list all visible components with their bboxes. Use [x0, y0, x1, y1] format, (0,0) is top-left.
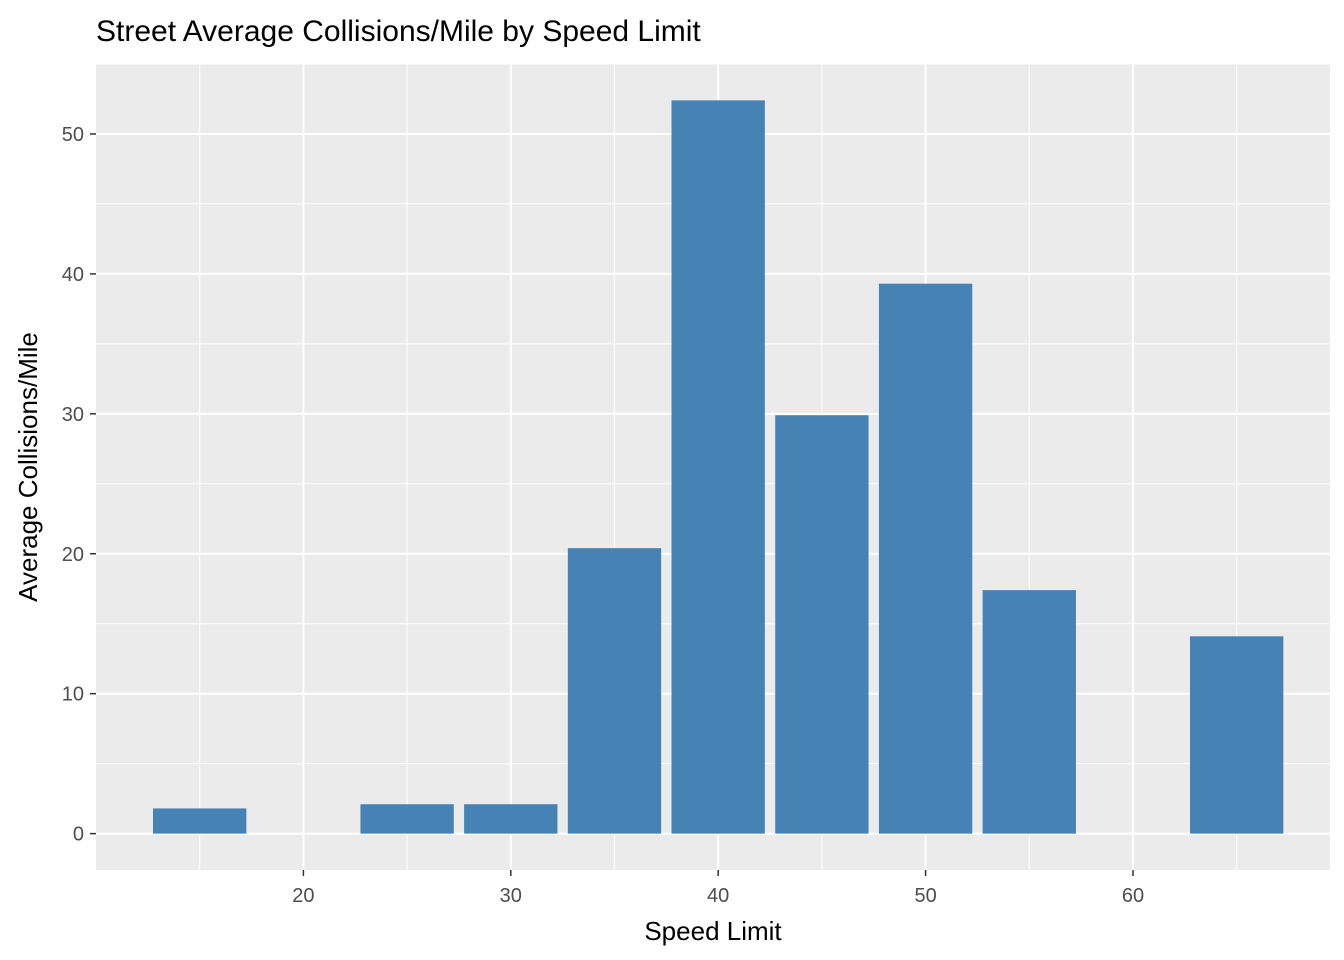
y-axis-ticks: 0 10 20 30 40 50: [62, 124, 96, 846]
y-tick-label: 10: [62, 684, 84, 706]
chart-title: Street Average Collisions/Mile by Speed …: [96, 15, 701, 48]
x-tick-label: 20: [292, 885, 314, 907]
y-tick-label: 40: [62, 264, 84, 286]
y-tick-label: 0: [73, 824, 84, 846]
x-tick-label: 60: [1122, 885, 1144, 907]
bar: [982, 590, 1076, 834]
bar: [567, 548, 662, 834]
bars: [153, 100, 1284, 834]
bar: [360, 804, 454, 834]
x-axis-ticks: 20 30 40 50 60: [292, 870, 1144, 907]
y-tick-label: 20: [62, 544, 84, 566]
x-tick-label: 50: [914, 885, 936, 907]
bar: [878, 283, 973, 834]
bar: [464, 804, 558, 834]
x-tick-label: 30: [500, 885, 522, 907]
y-tick-label: 30: [62, 404, 84, 426]
x-tick-label: 40: [707, 885, 729, 907]
bar: [153, 808, 247, 834]
bar: [671, 100, 765, 834]
bar: [1190, 636, 1284, 834]
y-tick-label: 50: [62, 124, 84, 146]
bar: [775, 415, 869, 834]
y-axis-title: Average Collisions/Mile: [13, 332, 43, 602]
x-axis-title: Speed Limit: [644, 916, 782, 946]
